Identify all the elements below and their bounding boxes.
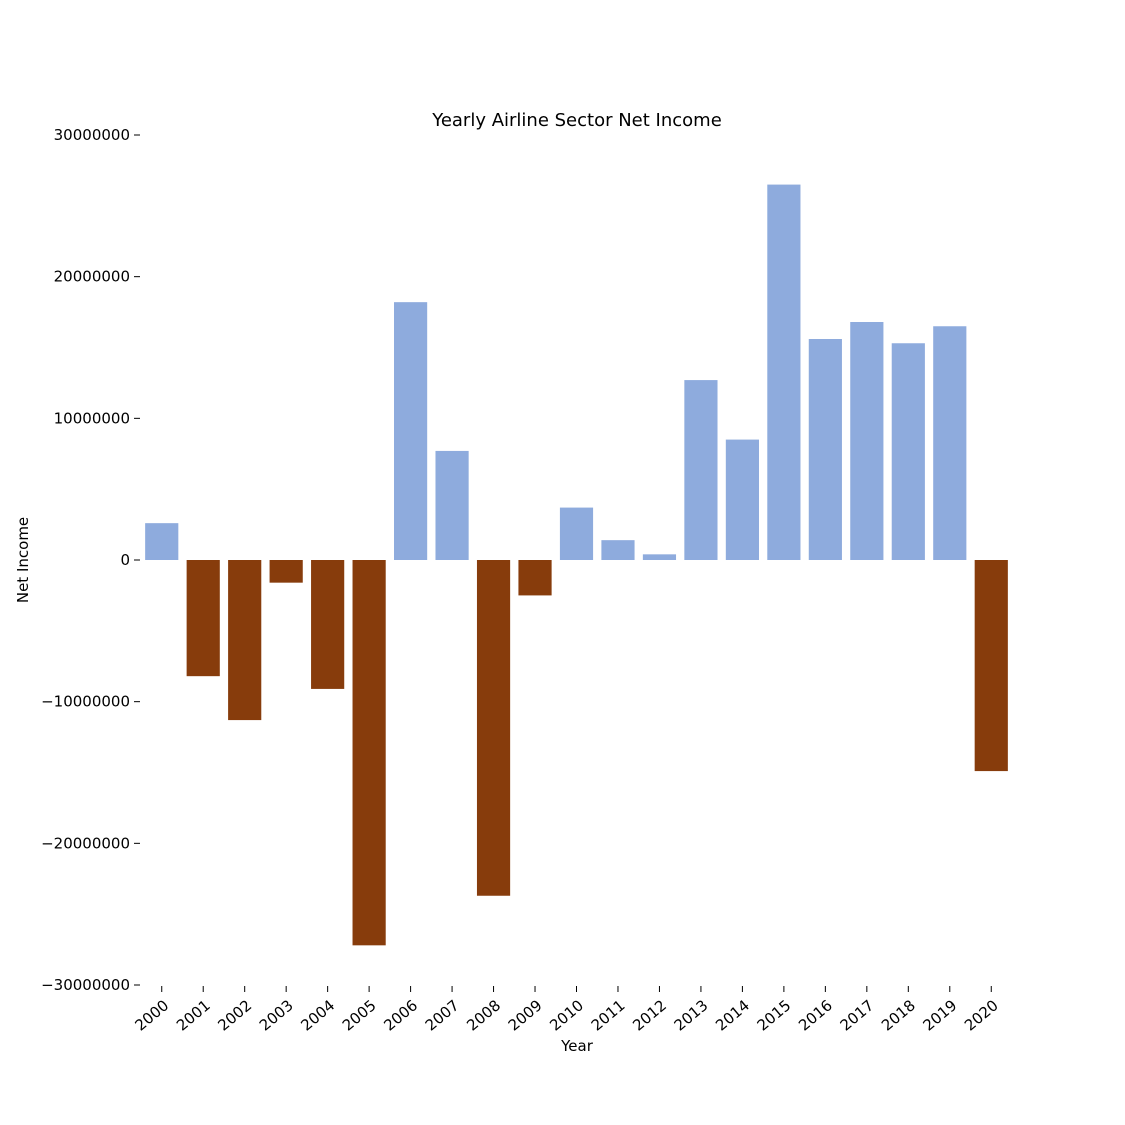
y-tick-label: 20000000 <box>54 268 130 286</box>
x-tick-label-2002: 2002 <box>214 996 255 1034</box>
bar-2008 <box>476 560 511 896</box>
bar-2002 <box>228 560 262 721</box>
bar-2010 <box>559 507 594 560</box>
y-tick-label: 10000000 <box>54 409 130 427</box>
x-tick-label-2019: 2019 <box>920 996 961 1034</box>
x-tick-label-2008: 2008 <box>463 996 504 1034</box>
bar-2009 <box>518 560 552 596</box>
x-tick-label-2015: 2015 <box>754 996 795 1034</box>
x-tick-label-2016: 2016 <box>795 996 836 1034</box>
bar-2016 <box>808 339 842 560</box>
bar-2006 <box>394 302 428 560</box>
x-tick-label-2000: 2000 <box>131 996 172 1034</box>
bar-2018 <box>891 343 925 560</box>
x-tick-label-2017: 2017 <box>837 996 878 1034</box>
y-tick-label: 0 <box>120 551 130 569</box>
bar-2011 <box>601 540 635 560</box>
bar-2013 <box>684 380 718 560</box>
bar-2000 <box>145 523 179 560</box>
x-tick-label-2018: 2018 <box>878 996 919 1034</box>
bar-2005 <box>352 560 386 946</box>
bar-2012 <box>642 554 677 560</box>
bar-2019 <box>933 326 967 560</box>
bars <box>145 184 1008 946</box>
x-axis-label: Year <box>560 1037 594 1055</box>
y-tick-label: −30000000 <box>41 976 130 994</box>
y-tick-label: −10000000 <box>41 693 130 711</box>
x-axis: 2000 2001 2002 2003 2004 2005 2006 2007 2008 2009… <box>131 986 1002 1035</box>
bar-2017 <box>850 322 884 560</box>
x-tick-label-2007: 2007 <box>422 996 463 1034</box>
x-tick-label-2012: 2012 <box>629 996 670 1034</box>
bar-2004 <box>311 560 345 689</box>
x-tick-label-2013: 2013 <box>671 996 712 1034</box>
x-tick-label-2001: 2001 <box>173 996 214 1034</box>
bar-2020 <box>974 560 1008 772</box>
y-tick-label: 30000000 <box>54 126 130 144</box>
x-tick-label-2014: 2014 <box>712 996 753 1034</box>
bar-2015 <box>767 184 801 561</box>
bar-2007 <box>435 450 469 560</box>
y-axis-label: Net Income <box>14 517 32 603</box>
x-tick-label-2003: 2003 <box>256 996 297 1034</box>
x-tick-label-2005: 2005 <box>339 996 380 1034</box>
x-tick-label-2020: 2020 <box>961 996 1002 1034</box>
x-tick-label-2004: 2004 <box>297 996 338 1034</box>
bar-2001 <box>186 560 220 677</box>
x-tick-label-2006: 2006 <box>380 996 421 1034</box>
chart-title: Yearly Airline Sector Net Income <box>431 110 722 131</box>
x-tick-label-2009: 2009 <box>505 996 546 1034</box>
x-tick-label-2011: 2011 <box>588 996 629 1034</box>
bar-2014 <box>725 439 759 560</box>
bar-2003 <box>269 560 303 583</box>
y-axis: 30000000 20000000 10000000 0 −10000000 −20000… <box>41 126 140 994</box>
x-tick-label-2010: 2010 <box>546 996 587 1034</box>
y-tick-label: −20000000 <box>41 834 130 852</box>
